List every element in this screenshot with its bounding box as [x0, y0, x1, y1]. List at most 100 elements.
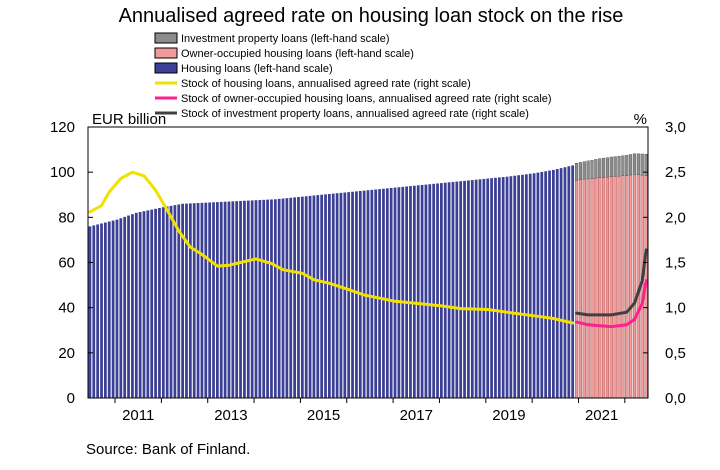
bar-housing-loans	[455, 181, 459, 398]
bar-housing-loans	[239, 200, 242, 398]
bar-owner-occupied	[617, 175, 621, 399]
bar-housing-loans	[243, 200, 246, 398]
bar-housing-loans	[246, 200, 250, 398]
bar-housing-loans	[447, 182, 451, 398]
bar-housing-loans	[478, 179, 482, 398]
left-tick-label: 80	[58, 209, 75, 226]
bar-housing-loans	[513, 175, 517, 398]
bar-housing-loans	[235, 201, 239, 398]
bar-housing-loans	[204, 202, 208, 398]
bar-housing-loans	[185, 203, 188, 398]
legend-swatch	[154, 47, 178, 59]
bar-housing-loans	[308, 195, 312, 398]
legend-label: Stock of investment property loans, annu…	[181, 108, 529, 120]
bar-housing-loans	[551, 169, 555, 398]
bar-housing-loans	[497, 177, 501, 398]
bar-investment-property	[644, 153, 648, 176]
bar-housing-loans	[540, 171, 544, 398]
bar-housing-loans	[463, 180, 466, 398]
bar-owner-occupied	[629, 174, 633, 399]
bar-owner-occupied	[602, 177, 606, 399]
bar-housing-loans	[300, 196, 304, 398]
bar-housing-loans	[532, 173, 536, 398]
right-axis: 0,0 0,5 1,0 1,5 2,0 2,5 3,0	[643, 119, 686, 407]
bar-housing-loans	[474, 179, 478, 398]
bar-housing-loans	[127, 215, 130, 398]
bar-housing-loans	[100, 223, 103, 398]
bar-housing-loans	[331, 193, 335, 398]
bar-owner-occupied	[582, 179, 586, 399]
bar-housing-loans	[439, 183, 443, 398]
bar-housing-loans	[528, 173, 532, 398]
bar-owner-occupied	[621, 175, 625, 399]
bar-housing-loans	[312, 195, 316, 398]
right-tick-label: 3,0	[665, 119, 686, 136]
line-series	[88, 170, 648, 329]
legend-label: Owner-occupied housing loans (left-hand …	[181, 48, 414, 60]
bar-housing-loans	[119, 218, 123, 398]
bar-owner-occupied	[586, 178, 590, 399]
bar-housing-loans	[567, 166, 571, 398]
bar-owner-occupied	[632, 174, 637, 399]
right-axis-unit: %	[634, 111, 647, 128]
bar-housing-loans	[347, 192, 351, 398]
bar-housing-loans	[107, 221, 111, 398]
bar-investment-property	[613, 156, 617, 177]
line-investment-rate	[575, 248, 648, 317]
bar-investment-property	[621, 155, 625, 176]
bar-housing-loans	[420, 184, 424, 398]
bar-housing-loans	[223, 201, 227, 398]
bar-housing-loans	[293, 197, 297, 398]
bar-investment-property	[640, 153, 644, 176]
bar-housing-loans	[161, 207, 165, 398]
bar-housing-loans	[158, 207, 161, 398]
x-tick-label: 2013	[214, 407, 247, 424]
left-tick-label: 120	[50, 119, 75, 136]
x-axis: 2011 2013 2015 2017 2019 2021	[114, 398, 626, 424]
bar-housing-loans	[366, 190, 370, 398]
bar-housing-loans	[131, 214, 134, 398]
legend-label: Stock of owner-occupied housing loans, a…	[181, 93, 552, 105]
bar-series	[88, 153, 648, 399]
x-tick-label: 2017	[400, 407, 433, 424]
right-tick-label: 2,5	[665, 164, 686, 181]
source-note: Source: Bank of Finland.	[86, 441, 250, 458]
bar-housing-loans	[482, 178, 486, 398]
bar-housing-loans	[250, 200, 254, 398]
bar-housing-loans	[467, 180, 470, 398]
bar-housing-loans	[254, 200, 258, 398]
left-tick-label: 100	[50, 164, 75, 181]
bar-housing-loans	[177, 204, 181, 398]
bar-housing-loans	[459, 181, 463, 398]
bar-housing-loans	[165, 206, 169, 398]
bar-housing-loans	[262, 199, 266, 398]
right-tick-label: 1,0	[665, 300, 686, 317]
bar-housing-loans	[208, 202, 212, 398]
bar-housing-loans	[374, 189, 378, 398]
bar-housing-loans	[385, 188, 389, 398]
bar-housing-loans	[103, 222, 107, 398]
left-tick-label: 40	[58, 300, 75, 317]
bar-investment-property	[575, 162, 579, 181]
bar-housing-loans	[181, 203, 185, 398]
bar-housing-loans	[320, 194, 324, 398]
bar-housing-loans	[316, 195, 320, 398]
bar-investment-property	[594, 159, 598, 179]
bar-housing-loans	[351, 191, 354, 398]
bar-housing-loans	[343, 192, 347, 398]
bar-housing-loans	[432, 183, 436, 398]
bar-housing-loans	[324, 194, 327, 398]
bar-owner-occupied	[598, 177, 602, 399]
bar-housing-loans	[173, 205, 177, 398]
bar-housing-loans	[389, 187, 393, 398]
bar-housing-loans	[405, 186, 409, 398]
legend-label: Investment property loans (left-hand sca…	[181, 33, 390, 45]
bar-housing-loans	[370, 189, 374, 398]
bar-housing-loans	[412, 185, 416, 398]
bar-housing-loans	[382, 188, 385, 398]
bar-housing-loans	[335, 193, 339, 398]
bar-housing-loans	[270, 199, 273, 398]
bar-housing-loans	[215, 202, 219, 398]
bar-investment-property	[636, 153, 640, 175]
